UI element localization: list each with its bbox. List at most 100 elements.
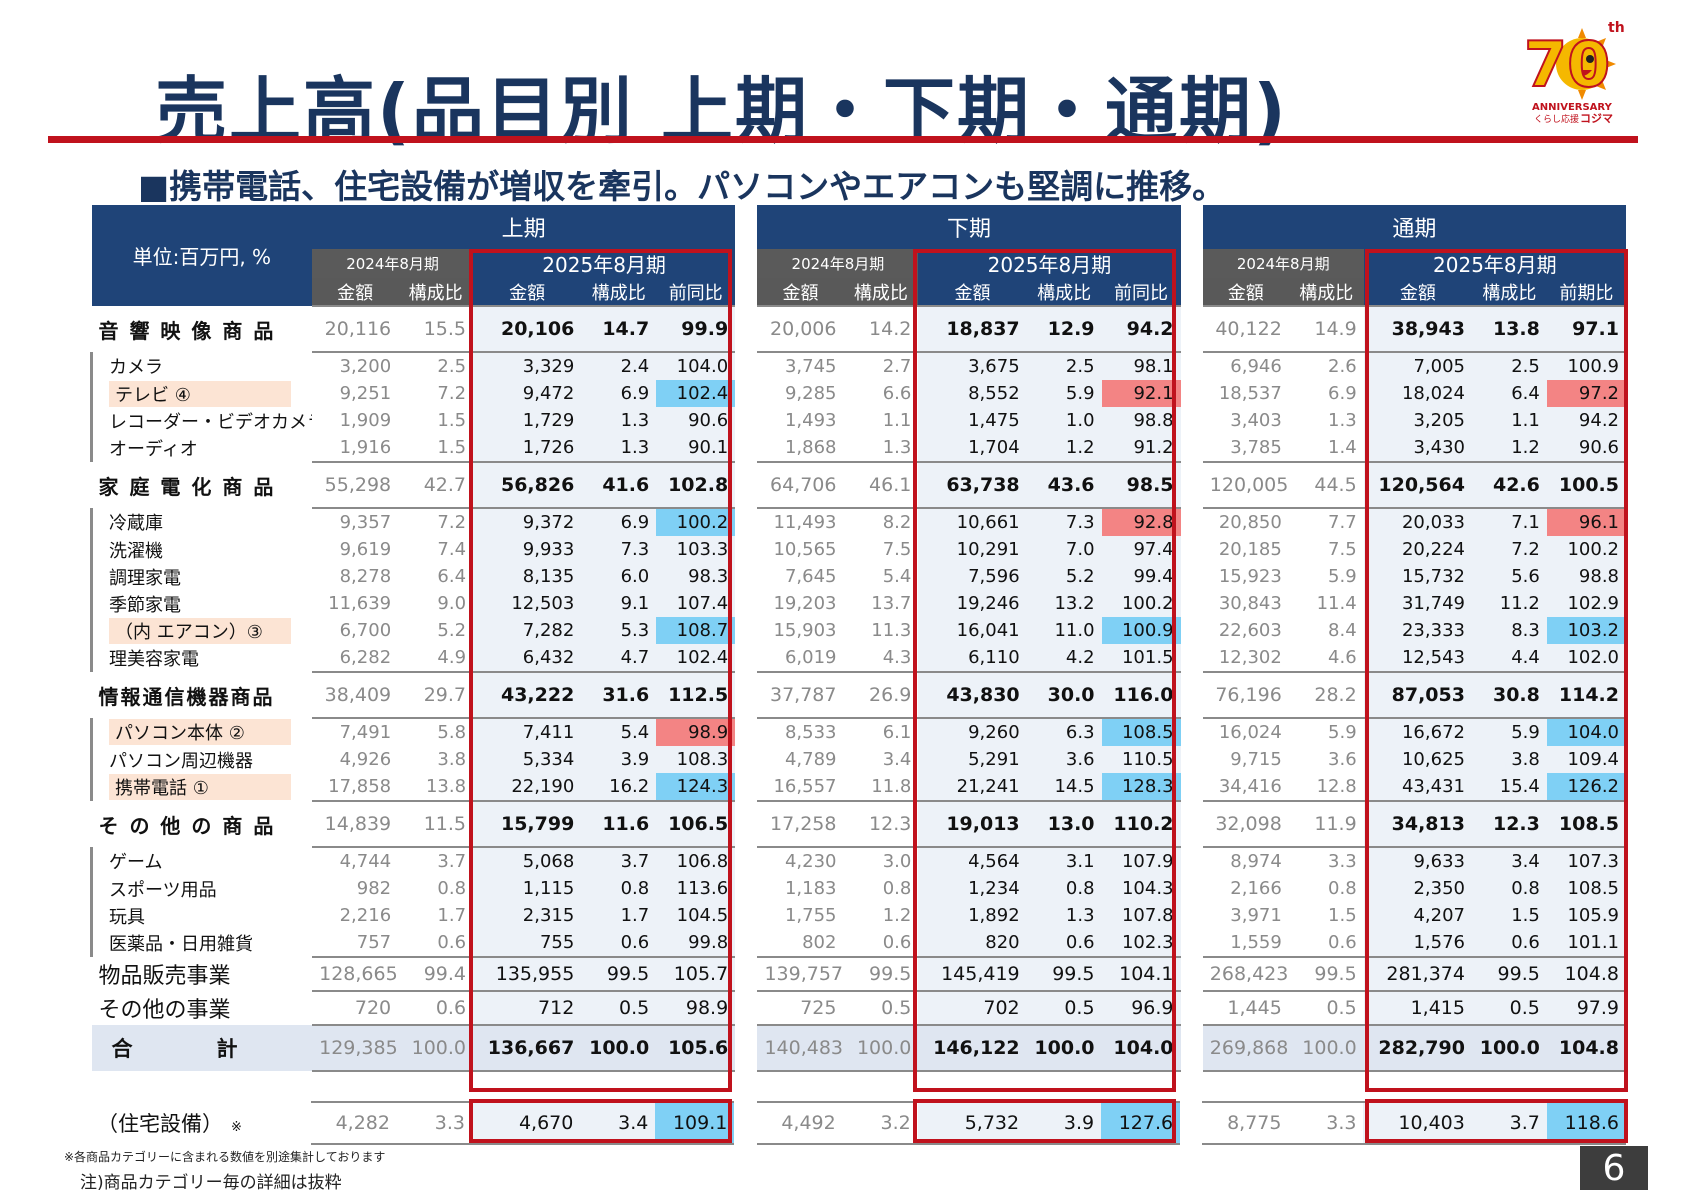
value-cell: 1,415 — [1363, 990, 1472, 1026]
value-cell: 1.0 — [1026, 407, 1102, 434]
value-cell: 9.0 — [437, 593, 467, 614]
value-cell: 2.7 — [882, 356, 912, 377]
column-gap — [735, 847, 758, 875]
column-gap — [1180, 407, 1203, 434]
value-cell: 100.5 — [1546, 461, 1626, 509]
value-cell: 34,813 — [1363, 800, 1472, 848]
value-cell: 104.8 — [1546, 1024, 1626, 1072]
highlight-up-cell: 100.9 — [1101, 617, 1181, 644]
column-gap — [1180, 718, 1203, 746]
value-cell: 101.5 — [1101, 644, 1181, 672]
column-gap — [1180, 617, 1203, 644]
value-cell: 15,799 — [473, 800, 582, 848]
highlight-down-cell: 92.8 — [1101, 508, 1181, 536]
value-cell: 19,246 — [918, 590, 1027, 617]
column-gap — [735, 1025, 758, 1071]
table-row: 理美容家電 6,282 4.9 6,432 4.7 102.4 6,019 4.3 6,110 4… — [90, 644, 1626, 672]
curr-year-header: 2025年8月期 — [918, 249, 1181, 278]
value-cell: 102.8 — [656, 461, 736, 509]
value-cell: 6,946 — [1230, 356, 1282, 377]
value-cell: 7,645 — [784, 566, 837, 587]
value-cell: 98.8 — [1546, 563, 1626, 590]
value-cell: 1,909 — [339, 410, 392, 431]
value-cell: 7.2 — [1471, 536, 1547, 563]
value-cell: 21,241 — [918, 773, 1027, 801]
highlight-up-cell: 103.2 — [1546, 617, 1626, 644]
value-cell: 12.3 — [1471, 800, 1547, 848]
row-label: パソコン本体 ② — [90, 718, 313, 746]
value-cell: 1.1 — [882, 410, 912, 431]
value-cell: 725 — [757, 990, 844, 1026]
value-cell: 0.8 — [581, 875, 657, 902]
column-gap — [1180, 957, 1203, 991]
value-cell: 6.0 — [581, 563, 657, 590]
value-cell: 1.3 — [1328, 410, 1357, 431]
value-cell: 38,409 — [312, 671, 399, 719]
row-label-text: レコーダー・ビデオカメラ — [109, 411, 313, 433]
value-cell: 9,285 — [784, 383, 837, 404]
header-year-row: 2024年8月期 2025年8月期 2024年8月期 2025年8月期 2024年8月期… — [92, 249, 1626, 278]
table-row: 情報通信機器商品 38,409 29.7 43,222 31.6 112.5 37,787 2… — [92, 671, 1626, 719]
value-cell: 8,552 — [918, 380, 1027, 407]
value-cell: 1,576 — [1363, 929, 1472, 957]
housing-table: （住宅設備） ※ 4,282 3.3 4,670 3.4 109.1 4,492 3.2 5,73… — [90, 1101, 1626, 1145]
column-gap — [1180, 352, 1203, 380]
period-header-1: 下期 — [757, 205, 1181, 249]
column-gap — [735, 902, 758, 929]
row-label-text: 情報通信機器商品 — [98, 684, 275, 709]
value-cell: 11.4 — [1316, 593, 1357, 614]
column-gap — [1180, 205, 1203, 249]
value-cell: 15.4 — [1471, 773, 1547, 801]
value-cell: 0.6 — [882, 932, 912, 953]
value-cell: 108.5 — [1546, 800, 1626, 848]
value-cell: 3,785 — [1230, 437, 1282, 458]
table-row: 合 計 129,385 100.0 136,667 100.0 105.6 140,483 1… — [91, 1024, 1626, 1072]
value-cell: 9,933 — [473, 536, 582, 563]
value-cell: 720 — [312, 990, 399, 1026]
value-cell: 104.5 — [656, 902, 736, 929]
row-label: パソコン周辺機器 — [90, 746, 313, 773]
row-label-text: （住宅設備） — [97, 1112, 223, 1136]
value-cell: 757 — [356, 932, 392, 953]
col-amount-curr: 金額 — [918, 278, 1027, 306]
table-row: カメラ 3,200 2.5 3,329 2.4 104.0 3,745 2.7 3,675 2.5… — [90, 352, 1626, 380]
value-cell: 44.5 — [1288, 461, 1364, 509]
value-cell: 5,068 — [473, 847, 582, 875]
column-gap — [735, 991, 758, 1025]
value-cell: 5.9 — [1471, 718, 1547, 746]
value-cell: 3.4 — [882, 749, 912, 770]
anniversary-logo: 70 th ANNIVERSARY くらし応援 コジマ — [1523, 20, 1625, 124]
value-cell: 15.5 — [398, 305, 474, 353]
value-cell: 8.2 — [882, 512, 912, 533]
table-row: 玩具 2,216 1.7 2,315 1.7 104.5 1,755 1.2 1,892 1.3 1… — [90, 902, 1626, 929]
value-cell: 97.4 — [1101, 536, 1181, 563]
column-gap — [735, 462, 758, 508]
table-row: スポーツ用品 982 0.8 1,115 0.8 113.6 1,183 0.8 1,234 0.… — [90, 875, 1626, 902]
row-label: レコーダー・ビデオカメラ — [90, 407, 313, 434]
value-cell: 3.0 — [882, 851, 912, 872]
value-cell: 38,943 — [1363, 305, 1472, 353]
highlight-down-cell: 97.2 — [1546, 380, 1626, 407]
row-label-text: 洗濯機 — [109, 540, 163, 562]
table-row: 携帯電話 ① 17,858 13.8 22,190 16.2 124.3 16,557 11.… — [90, 773, 1626, 801]
value-cell: 145,419 — [918, 956, 1027, 992]
column-gap — [1180, 462, 1203, 508]
value-cell: 16,672 — [1363, 718, 1472, 746]
highlight-up-cell: 109.1 — [655, 1101, 735, 1145]
value-cell: 13.8 — [1471, 305, 1547, 353]
value-cell: 11.3 — [871, 620, 912, 641]
value-cell: 3.7 — [437, 851, 467, 872]
column-gap — [1180, 508, 1203, 536]
value-cell: 97.9 — [1546, 990, 1626, 1026]
highlight-down-cell: 96.1 — [1546, 508, 1626, 536]
column-gap — [735, 801, 758, 847]
value-cell: 11.2 — [1471, 590, 1547, 617]
row-label: 冷蔵庫 — [90, 508, 313, 536]
value-cell: 6,432 — [473, 644, 582, 672]
column-gap — [735, 249, 758, 278]
value-cell: 11.8 — [871, 776, 912, 797]
row-label: オーディオ — [90, 434, 313, 462]
value-cell: 712 — [473, 990, 582, 1026]
row-label: （内 エアコン）③ — [90, 617, 313, 644]
value-cell: 4,207 — [1363, 902, 1472, 929]
